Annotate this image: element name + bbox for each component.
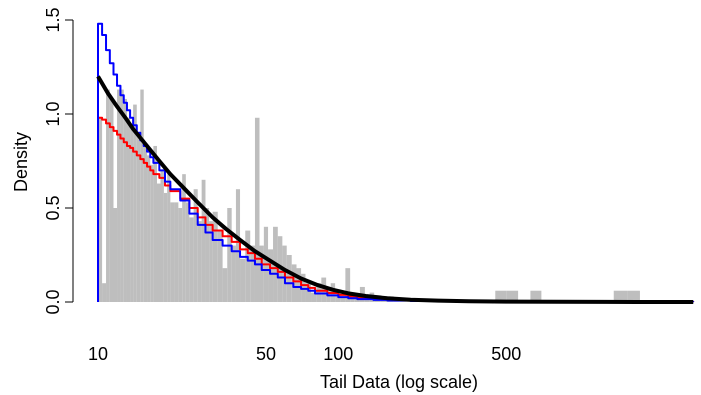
histogram-bar: [120, 89, 124, 302]
histogram-bar: [123, 98, 127, 303]
x-axis-title: Tail Data (log scale): [320, 372, 478, 392]
histogram-bar: [222, 268, 228, 302]
y-tick-label: 1.5: [43, 7, 63, 32]
histogram-bar: [197, 221, 202, 302]
x-ticks: 10 50 100 500: [88, 344, 521, 364]
series-layer: [96, 22, 695, 304]
histogram-bar: [205, 208, 210, 302]
histogram-bar: [136, 136, 141, 302]
histogram-bar: [174, 202, 179, 302]
histogram-bar: [126, 117, 131, 302]
histogram-bar: [182, 174, 186, 302]
histogram-bar: [209, 221, 213, 302]
histogram-bar: [178, 208, 183, 302]
histogram-bar: [106, 89, 110, 302]
histogram-bar: [150, 164, 154, 302]
histogram-bar: [147, 155, 151, 302]
histogram-bar: [98, 117, 103, 302]
histogram-bar: [102, 283, 107, 302]
y-tick-label: 0.5: [43, 195, 63, 220]
histogram-bar: [153, 145, 157, 302]
x-tick-label: 100: [323, 344, 353, 364]
histogram-bar: [157, 183, 161, 302]
histogram-bar: [201, 179, 206, 302]
fitted-density-curve: [96, 75, 694, 304]
histogram-bar: [189, 217, 194, 302]
histogram-bar: [133, 104, 137, 302]
histogram-bar: [140, 89, 144, 302]
histogram-bar: [250, 245, 255, 302]
histogram-bar: [170, 202, 175, 302]
histogram-bar: [340, 296, 346, 302]
histogram-bar: [217, 230, 223, 302]
histogram-bar: [245, 230, 251, 302]
histogram-bar: [167, 174, 171, 302]
histogram-bar: [530, 290, 542, 302]
histogram-bar: [193, 189, 198, 302]
histogram-bar: [506, 290, 519, 302]
histogram-bar: [130, 127, 134, 302]
histogram-bar: [345, 268, 351, 302]
histogram-bar: [117, 89, 121, 302]
histogram-bar: [240, 258, 246, 302]
y-tick-label: 0.0: [43, 289, 63, 314]
histogram-bar: [613, 290, 628, 302]
histogram-bar: [109, 98, 114, 303]
y-ticks: 0.0 0.5 1.0 1.5: [43, 7, 73, 315]
histogram-bar: [143, 145, 148, 302]
histogram-bar: [495, 290, 507, 302]
histogram-bar: [231, 245, 236, 302]
histogram-bar: [254, 117, 260, 302]
histogram-bar: [627, 290, 640, 302]
histogram-bar: [296, 268, 302, 302]
histogram-bar: [185, 202, 190, 302]
histogram-bar: [160, 170, 164, 302]
histogram-bar: [212, 211, 218, 302]
x-tick-label: 50: [256, 344, 276, 364]
histogram-bar: [113, 208, 118, 302]
y-tick-label: 1.0: [43, 101, 63, 126]
histogram-bar: [268, 249, 274, 302]
histogram-bar: [227, 208, 232, 302]
x-tick-label: 500: [491, 344, 521, 364]
x-tick-label: 10: [88, 344, 108, 364]
histogram-bar: [311, 292, 317, 302]
histogram-bar: [235, 189, 241, 302]
y-axis-title: Density: [11, 132, 31, 192]
histogram-bar: [259, 245, 264, 302]
histogram-bar: [305, 283, 312, 302]
histogram-bar: [163, 192, 168, 302]
